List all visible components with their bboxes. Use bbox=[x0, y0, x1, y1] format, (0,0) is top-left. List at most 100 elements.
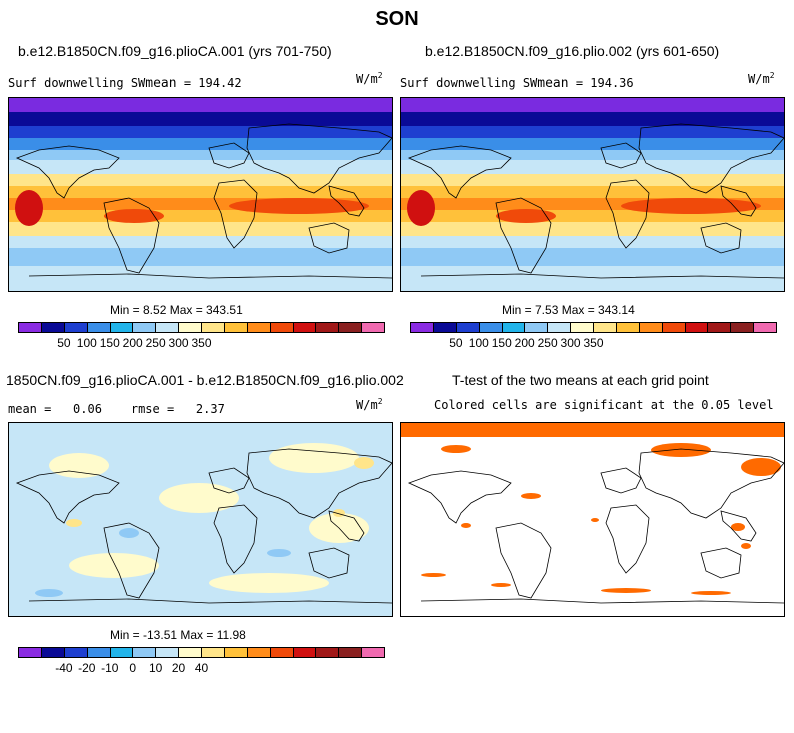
coastline bbox=[720, 510, 757, 542]
colorbar-swatch bbox=[87, 323, 111, 332]
colorbar-swatch bbox=[731, 323, 755, 332]
field-max-region bbox=[229, 198, 369, 214]
significant-region bbox=[461, 523, 471, 528]
variable-label-top-left: Surf downwelling SWmean = 194.42 bbox=[8, 76, 242, 91]
field-band bbox=[9, 186, 392, 198]
panel-title-bottom-right: T-test of the two means at each grid poi… bbox=[452, 372, 709, 388]
field-band bbox=[9, 150, 392, 160]
colorbar-swatch bbox=[247, 323, 271, 332]
colorbar-swatch bbox=[502, 323, 526, 332]
coastline bbox=[420, 598, 784, 604]
significant-region bbox=[601, 588, 651, 593]
field-region bbox=[159, 483, 239, 513]
figure-title: SON bbox=[375, 8, 419, 30]
colorbar-tick-label: 20 bbox=[171, 661, 186, 675]
colorbar-tick-label: 150 bbox=[491, 336, 512, 350]
colorbar-swatch bbox=[247, 648, 271, 657]
units-top-left: W/m2 bbox=[356, 71, 383, 86]
colorbar-swatch bbox=[19, 323, 42, 332]
significant-region bbox=[651, 443, 711, 457]
colorbar-swatch bbox=[293, 323, 317, 332]
field-band bbox=[401, 150, 784, 160]
coastline bbox=[328, 510, 365, 542]
coastline bbox=[213, 179, 258, 249]
colorbar-tick-label: 50 bbox=[449, 336, 463, 350]
colorbar-tick-label: 350 bbox=[191, 336, 212, 350]
field-band bbox=[9, 248, 392, 266]
colorbar-swatch bbox=[316, 648, 340, 657]
field-region bbox=[209, 573, 329, 593]
significant-region bbox=[741, 543, 751, 549]
field-band bbox=[9, 160, 392, 174]
field-band bbox=[401, 248, 784, 266]
colorbar-swatch bbox=[19, 648, 42, 657]
colorbar-swatch bbox=[41, 323, 65, 332]
significant-region bbox=[731, 523, 745, 531]
colorbar-swatch bbox=[411, 323, 434, 332]
field-region bbox=[35, 589, 63, 597]
panel-title-top-left: b.e12.B1850CN.f09_g16.plioCA.001 (yrs 70… bbox=[18, 43, 332, 59]
field-region bbox=[267, 549, 291, 557]
stats-bottom-left: mean = 0.06 rmse = 2.37 bbox=[8, 402, 225, 416]
minmax-top-left: Min = 8.52 Max = 343.51 bbox=[110, 303, 243, 317]
colorbar-tick-label: 350 bbox=[583, 336, 604, 350]
field-region bbox=[49, 453, 109, 478]
coastline bbox=[495, 197, 552, 274]
panel-subtitle-bottom-right: Colored cells are significant at the 0.0… bbox=[434, 398, 774, 412]
coastline bbox=[28, 273, 392, 279]
colorbar-swatch bbox=[754, 323, 776, 332]
colorbar-swatch bbox=[639, 323, 663, 332]
field-band bbox=[401, 112, 784, 126]
coastline bbox=[600, 142, 642, 169]
mean-subscript: mean bbox=[537, 76, 569, 91]
significant-region bbox=[421, 573, 446, 577]
significance-map bbox=[401, 423, 784, 616]
field-max-region bbox=[621, 198, 761, 214]
significant-region bbox=[691, 591, 731, 595]
coastline bbox=[213, 504, 258, 574]
mean-value: = 194.42 bbox=[183, 76, 242, 90]
colorbar-swatch bbox=[224, 648, 248, 657]
field-band bbox=[9, 98, 392, 112]
colorbar-swatch bbox=[64, 323, 88, 332]
colorbar-swatch bbox=[179, 323, 202, 332]
colorbar-tick-label: 40 bbox=[194, 661, 209, 675]
colorbar-ticks-top-left: 50 100 150 200 250 300 350 bbox=[18, 335, 385, 351]
field-band bbox=[401, 266, 784, 291]
field-max-region bbox=[15, 190, 43, 226]
sw-field-map bbox=[9, 98, 392, 291]
variable-name: Surf downwelling SW bbox=[400, 76, 538, 90]
coastline bbox=[208, 142, 250, 169]
colorbar-swatch bbox=[133, 323, 157, 332]
field-band bbox=[401, 126, 784, 138]
field-band bbox=[401, 138, 784, 150]
coastline bbox=[246, 123, 392, 194]
colorbar-swatch bbox=[594, 323, 617, 332]
field-band bbox=[401, 174, 784, 186]
coastline bbox=[15, 145, 120, 199]
colorbar-swatch bbox=[616, 323, 640, 332]
colorbar-tick-label: 100 bbox=[76, 336, 97, 350]
coastline bbox=[600, 467, 642, 494]
colorbar-swatch bbox=[87, 648, 111, 657]
colorbar-top-left bbox=[18, 322, 385, 333]
field-region bbox=[69, 553, 159, 578]
units-top-right: W/m2 bbox=[748, 71, 775, 86]
coastline bbox=[308, 222, 350, 254]
field-region bbox=[119, 528, 139, 538]
panel-title-top-right: b.e12.B1850CN.f09_g16.plio.002 (yrs 601-… bbox=[425, 43, 720, 59]
colorbar-tick-label: -40 bbox=[55, 661, 73, 675]
field-region bbox=[269, 443, 359, 473]
colorbar-swatch bbox=[270, 323, 294, 332]
significant-region bbox=[591, 518, 599, 522]
colorbar-swatch bbox=[270, 648, 294, 657]
coastline bbox=[638, 123, 784, 194]
colorbar-swatch bbox=[293, 648, 317, 657]
colorbar-swatch bbox=[456, 323, 480, 332]
colorbar-swatch bbox=[708, 323, 732, 332]
coastline bbox=[15, 470, 120, 524]
field-max-region bbox=[407, 190, 435, 226]
coastline bbox=[605, 504, 650, 574]
colorbar-swatch bbox=[110, 323, 134, 332]
colorbar-swatch bbox=[571, 323, 594, 332]
